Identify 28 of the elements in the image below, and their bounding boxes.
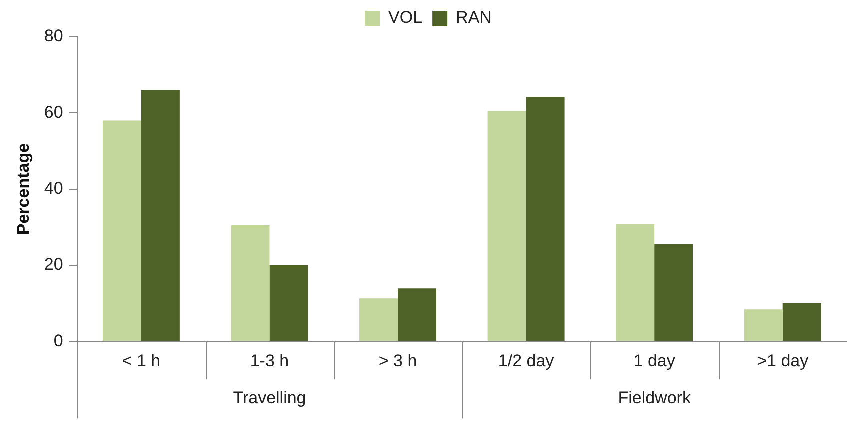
bar: [360, 298, 398, 342]
x-tick-label: 1 day: [634, 351, 676, 370]
x-tick-label: > 3 h: [378, 351, 418, 370]
legend-label: RAN: [456, 8, 492, 28]
x-tick-label: 1-3 h: [250, 351, 290, 370]
bar: [616, 224, 655, 342]
bar: [488, 111, 526, 342]
bar: [270, 265, 308, 342]
x-tick-label: 1/2 day: [498, 351, 555, 370]
bar: [744, 310, 783, 342]
bar: [526, 97, 565, 342]
y-tick-label: 0: [54, 331, 64, 350]
y-axis-title: Percentage: [14, 143, 33, 236]
y-tick-label: 20: [44, 255, 64, 274]
y-tick-label: 80: [44, 26, 64, 46]
bar: [141, 90, 180, 342]
y-tick-label: 40: [44, 178, 64, 198]
legend-label: VOL: [388, 8, 423, 28]
text: Travelling: [233, 388, 306, 408]
bar: [231, 225, 270, 342]
bar: [102, 120, 142, 342]
x-tick-label: >1 day: [757, 351, 810, 370]
bar: [782, 304, 822, 342]
bar: [654, 244, 694, 342]
y-tick-label: 60: [44, 102, 64, 122]
bar: [398, 288, 436, 342]
text: Fieldwork: [618, 388, 692, 408]
x-tick-label: < 1 h: [122, 351, 161, 370]
